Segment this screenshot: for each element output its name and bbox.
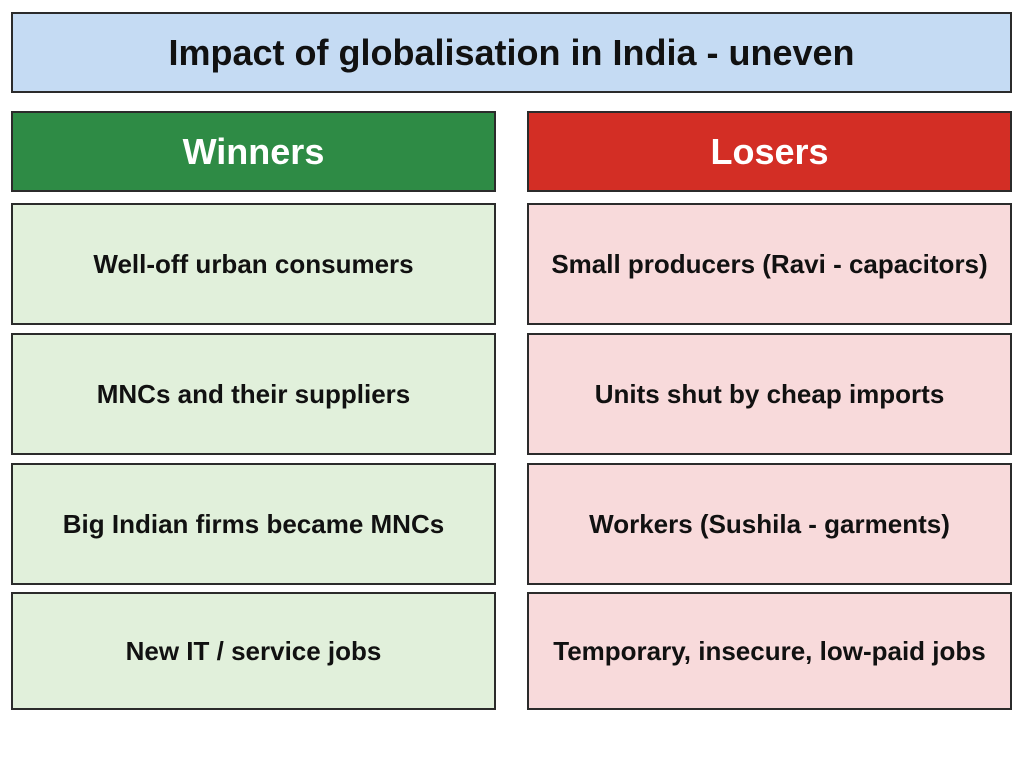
losers-header: Losers xyxy=(527,111,1012,192)
winner-item-label: Big Indian firms became MNCs xyxy=(62,508,445,539)
loser-item-label: Workers (Sushila - garments) xyxy=(589,508,950,539)
winner-item-indian-firms: Big Indian firms became MNCs xyxy=(11,463,496,585)
loser-item-units-shut: Units shut by cheap imports xyxy=(527,333,1012,455)
losers-header-label: Losers xyxy=(710,130,829,172)
winners-header: Winners xyxy=(11,111,496,192)
loser-item-workers: Workers (Sushila - garments) xyxy=(527,463,1012,585)
loser-item-insecure-jobs: Temporary, insecure, low-paid jobs xyxy=(527,592,1012,710)
loser-item-small-producers: Small producers (Ravi - capacitors) xyxy=(527,203,1012,325)
winner-item-label: New IT / service jobs xyxy=(125,635,382,666)
loser-item-label: Small producers (Ravi - capacitors) xyxy=(551,248,988,279)
winner-item-label: Well-off urban consumers xyxy=(93,248,414,279)
winners-header-label: Winners xyxy=(182,130,325,172)
diagram-title: Impact of globalisation in India - uneve… xyxy=(168,31,855,73)
diagram-title-box: Impact of globalisation in India - uneve… xyxy=(11,12,1012,93)
winner-item-mncs-suppliers: MNCs and their suppliers xyxy=(11,333,496,455)
loser-item-label: Units shut by cheap imports xyxy=(594,378,945,409)
winner-item-label: MNCs and their suppliers xyxy=(96,378,411,409)
loser-item-label: Temporary, insecure, low-paid jobs xyxy=(553,635,986,666)
winner-item-urban-consumers: Well-off urban consumers xyxy=(11,203,496,325)
winner-item-it-service-jobs: New IT / service jobs xyxy=(11,592,496,710)
